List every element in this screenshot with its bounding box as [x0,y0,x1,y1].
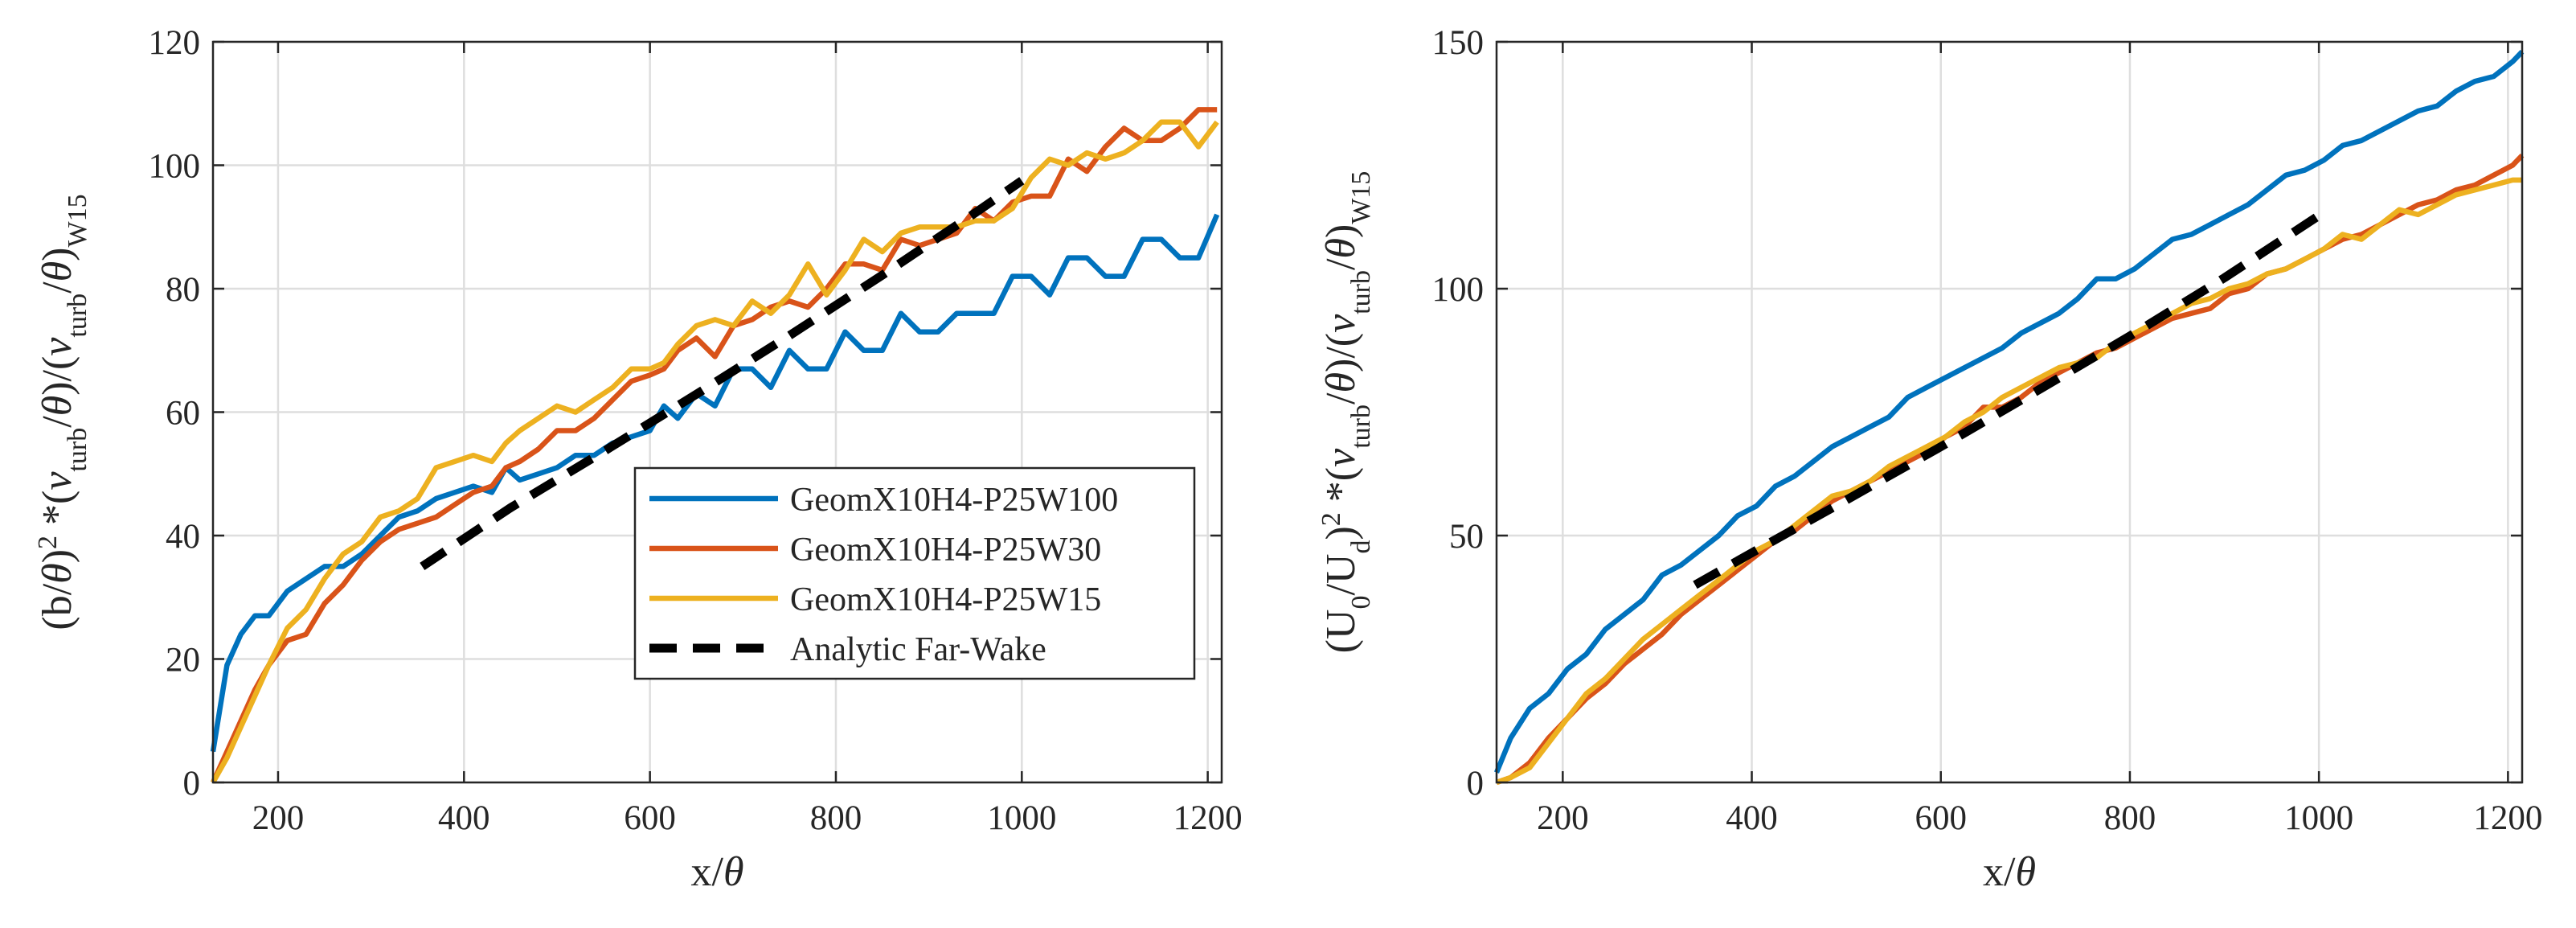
series-line-geomx10h4-p25w15 [211,119,1219,784]
x-tick-label: 400 [1726,799,1778,837]
y-tick-label: 100 [1432,271,1485,309]
x-tick-label: 1200 [2473,799,2542,837]
x-tick-label: 800 [2104,799,2156,837]
x-axis-label: x/θ [691,849,744,895]
y-tick-label: 150 [1432,24,1485,62]
y-tick-label: 60 [166,395,200,433]
x-tick-label: 400 [438,799,490,837]
axes-box [1495,40,2524,784]
legend-label-geomx10h4-p25w30: GeomX10H4-P25W30 [790,532,1101,569]
x-tick-label: 600 [624,799,676,837]
series-line-geomx10h4-p25w30 [211,107,1218,784]
y-tick-label: 0 [183,765,201,803]
y-tick-label: 80 [166,271,200,309]
series-line-geomx10h4-p25w15 [1495,177,2522,786]
y-tick-label: 40 [166,518,200,556]
x-tick-label: 1000 [987,799,1056,837]
y-tick-label: 100 [149,148,201,186]
y-tick-label: 20 [166,642,200,680]
legend-label-geomx10h4-p25w100: GeomX10H4-P25W100 [790,482,1118,519]
series-line-geomx10h4-p25w100 [1493,50,2525,774]
x-tick-label: 1200 [1173,799,1243,837]
y-tick-label: 50 [1449,518,1484,556]
y-axis-label: (b/θ)2 *(νturb/θ)/(νturb/θ)W15 [33,194,92,630]
legend [633,466,1196,680]
x-axis-label: x/θ [1983,849,2036,895]
legend-label-geomx10h4-p25w15: GeomX10H4-P25W15 [790,581,1101,618]
x-tick-label: 800 [810,799,862,837]
plot-area [1497,42,2522,782]
x-tick-label: 600 [1915,799,1967,837]
x-tick-label: 200 [252,799,305,837]
chart-right: 200 400 600 800 1000 1200 0 50 100 150 x/θ (U0/Ud)2… [1317,24,2543,895]
x-tick-label: 1000 [2284,799,2353,837]
x-tick-label: 200 [1537,799,1589,837]
y-tick-label: 0 [1467,765,1485,803]
y-tick-label: 120 [149,24,201,62]
y-axis-label: (U0/Ud)2 *(νturb/θ)/(νturb/θ)W15 [1317,171,1376,654]
legend-label-analytic-far-wake: Analytic Far-Wake [790,631,1046,668]
chart-left: 200 400 600 800 1000 1200 0 20 40 60 80 100 120 x/θ (b… [33,24,1243,895]
